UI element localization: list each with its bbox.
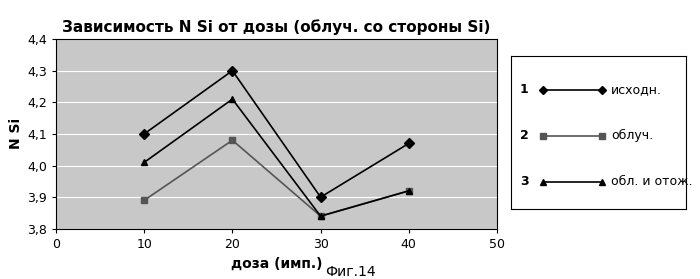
Text: обл. и отож.: обл. и отож. [610,175,692,188]
Text: облуч.: облуч. [610,129,653,142]
X-axis label: доза (имп.): доза (имп.) [231,256,322,270]
Text: исходн.: исходн. [610,83,662,96]
Text: 1: 1 [519,83,528,96]
Title: Зависимость N Si от дозы (облуч. со стороны Si): Зависимость N Si от дозы (облуч. со стор… [62,19,491,35]
Y-axis label: N Si: N Si [9,118,23,150]
Text: 2: 2 [519,129,528,142]
Text: Фиг.14: Фиг.14 [325,265,375,279]
Text: 3: 3 [519,175,528,188]
